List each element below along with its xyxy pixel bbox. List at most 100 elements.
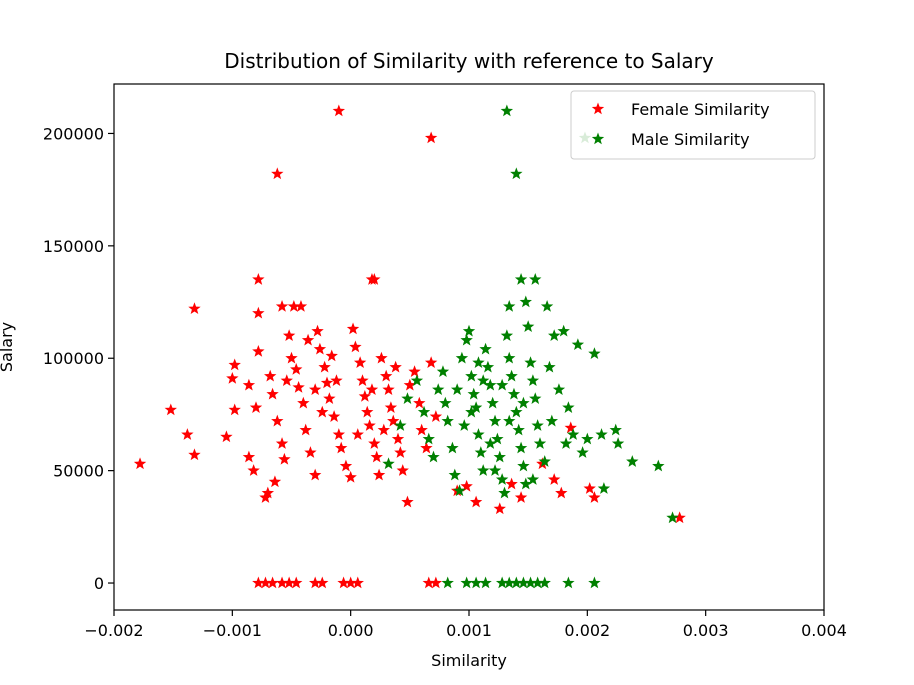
male-point: [503, 414, 516, 427]
male-point: [562, 576, 575, 589]
female-point: [420, 441, 433, 454]
male-point: [441, 576, 454, 589]
female-point: [415, 423, 428, 436]
female-point: [469, 495, 483, 508]
male-point: [474, 446, 488, 458]
y-tick-label: 100000: [43, 349, 104, 368]
female-point: [361, 405, 374, 418]
female-point: [228, 403, 241, 416]
male-point: [611, 437, 625, 449]
male-point: [503, 300, 516, 312]
male-point: [521, 320, 535, 333]
female-point: [351, 428, 364, 440]
male-point: [529, 392, 542, 404]
female-point: [313, 342, 327, 355]
male-point: [448, 468, 461, 481]
female-point: [387, 414, 400, 427]
male-point: [503, 351, 516, 364]
female-point: [493, 502, 506, 515]
male-point: [559, 437, 573, 449]
x-tick-label: 0.001: [446, 621, 492, 640]
legend-label-female: Female Similarity: [631, 100, 770, 119]
female-point: [188, 302, 201, 315]
male-point: [581, 432, 594, 445]
female-point: [311, 324, 324, 337]
male-point: [401, 392, 414, 404]
male-point: [524, 576, 537, 589]
male-point: [500, 104, 514, 117]
male-point: [609, 423, 622, 436]
male-point: [500, 329, 514, 342]
female-point: [356, 374, 369, 386]
legend: Female Similarity Male Similarity: [570, 90, 816, 160]
female-point: [349, 340, 362, 353]
male-point: [512, 423, 525, 436]
female-point: [370, 450, 383, 463]
female-point: [226, 371, 239, 384]
male-point: [597, 482, 611, 494]
female-point: [292, 380, 305, 393]
female-point: [181, 428, 194, 440]
y-tick-label: 50000: [53, 462, 104, 481]
male-point: [472, 428, 485, 440]
male-point: [519, 477, 532, 490]
female-point: [242, 450, 256, 463]
male-point: [441, 414, 454, 427]
male-point: [510, 576, 523, 589]
female-point: [327, 410, 341, 422]
female-point: [271, 167, 284, 180]
female-point: [337, 576, 350, 589]
y-tick-label: 0: [94, 574, 104, 593]
female-point: [588, 491, 601, 503]
male-point: [477, 464, 490, 476]
female-point: [358, 389, 372, 402]
male-point: [514, 273, 528, 285]
female-point: [583, 482, 596, 494]
male-point: [510, 405, 523, 418]
x-tick-label: −0.001: [203, 621, 262, 640]
female-point: [188, 448, 201, 461]
female-point: [290, 576, 303, 589]
female-point: [275, 437, 289, 449]
female-point: [268, 475, 282, 488]
male-point: [439, 396, 452, 409]
male-point: [505, 369, 518, 382]
female-point: [332, 428, 346, 440]
female-point: [308, 468, 322, 481]
female-point: [344, 470, 357, 483]
female-point: [299, 423, 312, 436]
female-point: [391, 432, 405, 445]
legend-label-male: Male Similarity: [631, 130, 750, 149]
male-point: [562, 401, 575, 413]
male-point: [486, 396, 499, 409]
female-point: [408, 365, 421, 377]
female-point: [344, 576, 357, 589]
y-tick-label: 150000: [43, 237, 104, 256]
male-point: [519, 295, 532, 308]
male-point: [382, 457, 395, 470]
female-point: [673, 511, 686, 524]
female-point: [287, 300, 301, 312]
female-point: [304, 446, 317, 458]
female-point: [323, 392, 336, 404]
male-point: [526, 374, 540, 386]
male-point: [469, 576, 483, 589]
legend-marker-male: [591, 132, 605, 145]
female-point: [266, 576, 279, 589]
male-point: [595, 428, 608, 440]
female-point: [301, 333, 315, 346]
x-tick-label: 0.004: [801, 621, 847, 640]
female-point: [429, 410, 443, 422]
male-point: [458, 419, 471, 431]
male-point: [467, 387, 480, 400]
male-point: [498, 486, 511, 499]
female-point: [379, 369, 393, 382]
male-point: [495, 378, 509, 391]
x-tick-label: 0.003: [683, 621, 729, 640]
male-point: [538, 455, 551, 467]
female-point: [375, 351, 388, 364]
male-point: [588, 576, 601, 589]
male-point: [484, 437, 497, 449]
male-point: [666, 511, 679, 524]
